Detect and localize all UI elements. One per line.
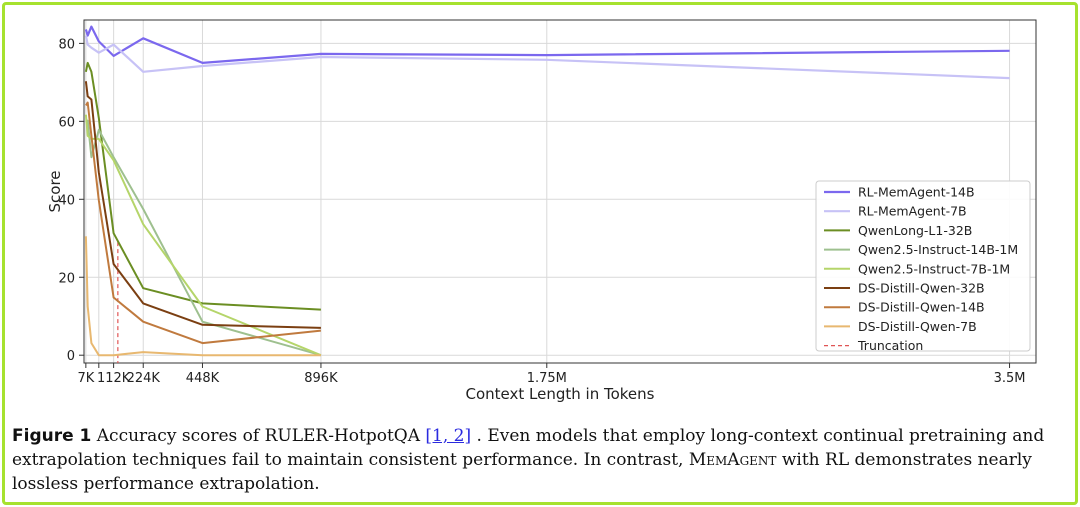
x-tick-label: 448K: [186, 371, 220, 386]
x-tick-label: 3.5M: [994, 371, 1026, 386]
series-line-ds-distill-qwen-7b: [84, 236, 321, 357]
legend: RL-MemAgent-14B RL-MemAgent-7B QwenLong-L1…: [815, 180, 1031, 353]
figure-caption: Figure 1 Accuracy scores of RULER-Hotpot…: [12, 424, 1067, 496]
legend-label: QwenLong-L1-32B: [858, 223, 972, 238]
caption-memagent: MemAgent: [688, 450, 777, 470]
x-tick-label: 7K: [77, 371, 94, 386]
legend-label: RL-MemAgent-7B: [858, 204, 967, 219]
series-line-qwen2-5-instruct-7b-1m: [84, 114, 322, 357]
legend-label: Qwen2.5-Instruct-14B-1M: [858, 242, 1018, 257]
plot-area-border: [83, 19, 1037, 364]
y-tick-label: 40: [58, 193, 75, 208]
legend-label: Qwen2.5-Instruct-7B-1M: [858, 261, 1010, 276]
caption-text-1: Accuracy scores of RULER-HotpotQA: [96, 426, 426, 446]
series-line-ds-distill-qwen-14b: [85, 101, 322, 345]
caption-text-2: . Even models that employ long-context c…: [12, 426, 1045, 470]
x-tick-label: 224K: [127, 371, 161, 386]
y-tick-label: 20: [58, 271, 75, 286]
series-line-rl-memagent-7b: [84, 35, 1010, 80]
caption-citation-link[interactable]: [1, 2]: [425, 426, 472, 446]
y-tick-label: 0: [67, 349, 75, 364]
y-tick-label: 80: [58, 37, 75, 52]
series-line-rl-memagent-14b: [84, 25, 1010, 65]
y-axis-label: Score: [46, 170, 64, 212]
legend-label: DS-Distill-Qwen-14B: [858, 300, 985, 315]
legend-label: RL-MemAgent-14B: [858, 185, 975, 200]
x-tick-label: 1.75M: [527, 371, 567, 386]
legend-label: Truncation: [857, 338, 923, 353]
x-axis-label: Context Length in Tokens: [466, 385, 655, 403]
series-line-qwen2-5-instruct-14b-1m: [85, 119, 322, 357]
x-tick-label: 896K: [304, 371, 338, 386]
caption-text-3: with RL demonstrates nearly lossless per…: [12, 450, 1032, 494]
y-tick-label: 60: [58, 115, 75, 130]
legend-label: DS-Distill-Qwen-7B: [858, 319, 977, 334]
legend-label: DS-Distill-Qwen-32B: [858, 281, 985, 296]
legend-box: [815, 180, 1031, 352]
x-tick-label: 112K: [97, 371, 131, 386]
caption-label: Figure 1: [12, 426, 92, 446]
series-line-ds-distill-qwen-32b: [84, 81, 321, 329]
